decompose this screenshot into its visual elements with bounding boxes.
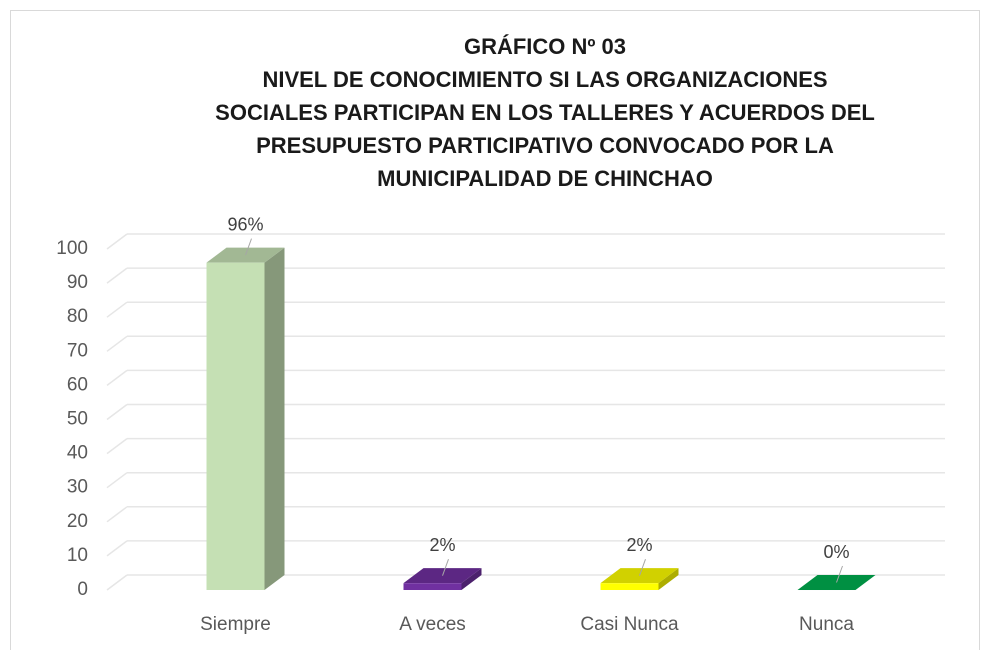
bar-side — [461, 568, 482, 590]
y-tick-label: 0 — [77, 579, 88, 600]
bar — [600, 583, 659, 590]
chart-title: GRÁFICO Nº 03 — [464, 34, 626, 59]
bar — [206, 262, 265, 590]
y-tick-label: 60 — [67, 374, 88, 395]
leader-line — [639, 559, 646, 576]
x-tick-label: Siempre — [200, 614, 271, 635]
grid-line — [106, 574, 128, 591]
grid-line — [106, 267, 128, 284]
chart-title: SOCIALES PARTICIPAN EN LOS TALLERES Y AC… — [215, 100, 875, 125]
y-tick-label: 40 — [67, 443, 88, 464]
y-tick-label: 100 — [56, 238, 88, 259]
y-tick-label: 80 — [67, 306, 88, 327]
chart-title: MUNICIPALIDAD DE CHINCHAO — [377, 166, 713, 191]
y-tick-label: 30 — [67, 477, 88, 498]
y-tick-label: 90 — [67, 272, 88, 293]
bar-side — [264, 247, 285, 590]
grid-line — [106, 472, 128, 489]
bar — [403, 583, 462, 590]
y-tick-label: 50 — [67, 409, 88, 430]
grid-line — [106, 506, 128, 523]
chart-frame — [10, 10, 980, 650]
y-tick-label: 20 — [67, 511, 88, 532]
bar-side — [658, 568, 679, 590]
chart-title: NIVEL DE CONOCIMIENTO SI LAS ORGANIZACIO… — [262, 67, 827, 92]
x-tick-label: Nunca — [799, 614, 854, 635]
grid-line — [106, 438, 128, 455]
x-tick-label: Casi Nunca — [580, 614, 679, 635]
grid-line — [106, 233, 128, 250]
value-label: 2% — [429, 535, 455, 555]
y-tick-label: 10 — [67, 545, 88, 566]
bar-top — [206, 247, 285, 263]
value-label: 96% — [227, 214, 263, 234]
leader-line — [442, 559, 449, 576]
x-tick-label: A veces — [399, 614, 466, 635]
y-tick-label: 70 — [67, 340, 88, 361]
leader-line — [836, 565, 843, 583]
leader-line — [245, 238, 252, 256]
grid-line — [106, 369, 128, 386]
grid-line — [106, 335, 128, 352]
grid-line — [106, 301, 128, 318]
value-label: 2% — [626, 535, 652, 555]
grid-line — [106, 403, 128, 421]
grid-line — [106, 540, 128, 557]
chart-title: PRESUPUESTO PARTICIPATIVO CONVOCADO POR … — [256, 133, 834, 158]
value-label: 0% — [823, 542, 849, 562]
